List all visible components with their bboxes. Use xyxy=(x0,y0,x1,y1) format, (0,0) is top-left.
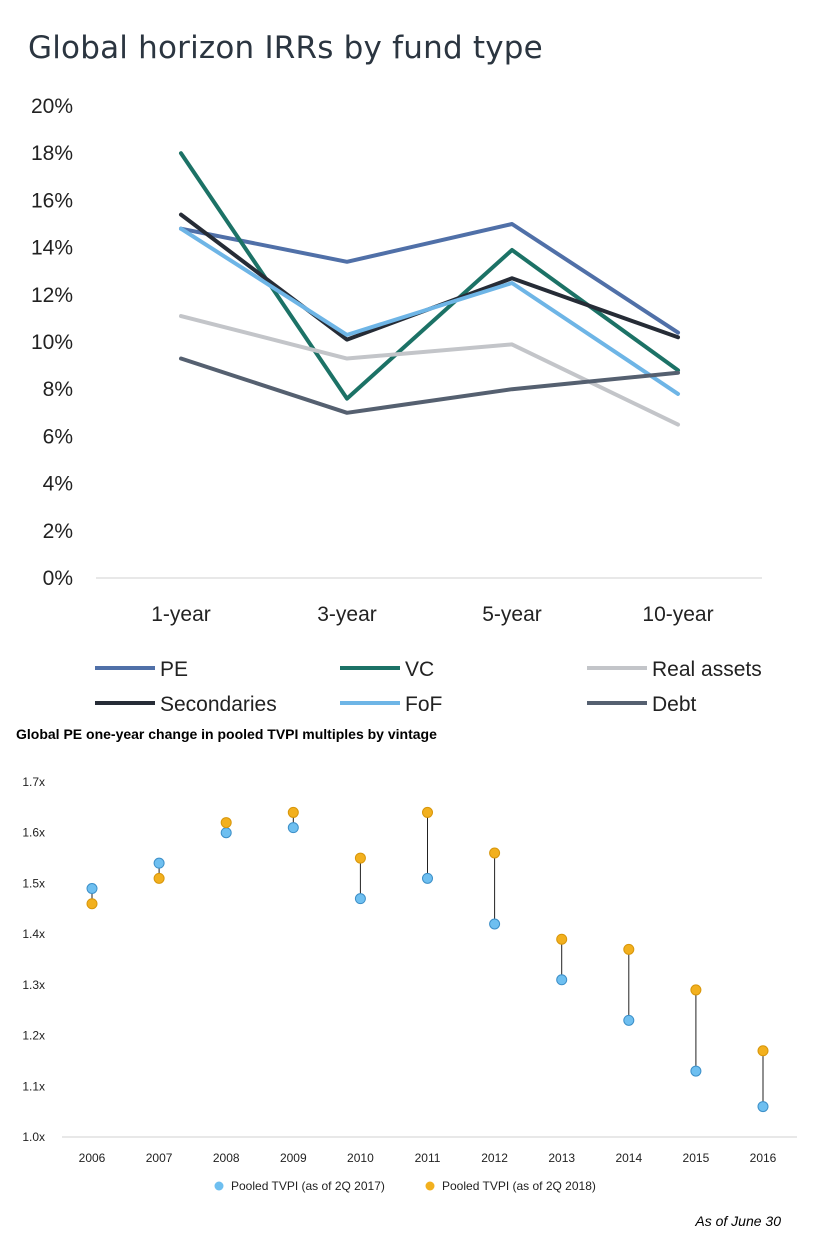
legend-label-real-assets: Real assets xyxy=(652,658,762,681)
y-tick-label: 2% xyxy=(43,520,73,543)
x-tick-label: 2011 xyxy=(415,1151,441,1165)
data-point-2q2018 xyxy=(153,872,165,884)
legend-label-2q2017: Pooled TVPI (as of 2Q 2017) xyxy=(231,1179,385,1193)
y-tick-label: 1.3x xyxy=(22,978,45,992)
chart-title-tvpi: Global PE one-year change in pooled TVPI… xyxy=(16,726,437,742)
legend-label-vc: VC xyxy=(405,658,434,681)
data-point-2q2017 xyxy=(690,1065,702,1077)
legend-label-fof: FoF xyxy=(405,693,442,716)
series-line-fof xyxy=(179,226,680,396)
tvpi-dot-chart: 1.0x 1.1x 1.2x 1.3x 1.4x 1.5x 1.6x 1.7x 2006 2007… xyxy=(22,775,797,1193)
y-tick-label: 6% xyxy=(43,425,73,448)
data-point-2q2018 xyxy=(354,852,366,864)
series-line-debt xyxy=(179,356,680,415)
data-point-2q2018 xyxy=(690,984,702,996)
y-tick-label: 1.5x xyxy=(22,876,45,890)
y-tick-label: 1.4x xyxy=(22,927,45,941)
legend-label-2q2018: Pooled TVPI (as of 2Q 2018) xyxy=(442,1179,596,1193)
y-tick-label: 0% xyxy=(43,567,73,590)
data-point-2q2017 xyxy=(86,883,98,894)
x-tick-label: 5-year xyxy=(482,603,542,626)
x-tick-label: 2015 xyxy=(683,1151,710,1165)
y-tick-label: 1.1x xyxy=(22,1079,45,1093)
chart-title-irr: Global horizon IRRs by fund type xyxy=(28,30,543,66)
x-tick-label: 2016 xyxy=(750,1151,777,1165)
y-tick-label: 10% xyxy=(31,331,73,354)
legend-marker-2q2018 xyxy=(425,1181,435,1191)
series-line-pe xyxy=(179,222,680,335)
series-line-real-assets xyxy=(179,314,680,427)
legend-marker-2q2017 xyxy=(214,1181,224,1191)
y-tick-label: 1.2x xyxy=(22,1029,45,1043)
data-point-2q2018 xyxy=(220,817,232,829)
data-point-2q2017 xyxy=(422,872,433,884)
y-tick-label: 1.6x xyxy=(22,826,45,840)
x-tick-label: 2014 xyxy=(615,1151,642,1165)
irr-line-chart: 0% 2% 4% 6% 8% 10% 12% 14% 16% 18% 20% 1-year 3-year… xyxy=(31,95,762,716)
x-tick-label: 2013 xyxy=(548,1151,575,1165)
data-point-2q2018 xyxy=(287,806,299,818)
data-point-2q2018 xyxy=(86,898,98,910)
y-tick-label: 1.0x xyxy=(22,1130,45,1144)
data-point-2q2018 xyxy=(422,806,433,818)
y-tick-label: 20% xyxy=(31,95,73,118)
y-tick-label: 12% xyxy=(31,284,73,307)
x-tick-label: 2008 xyxy=(213,1151,240,1165)
x-tick-label: 3-year xyxy=(317,603,377,626)
data-point-2q2017 xyxy=(220,827,232,839)
legend-label-pe: PE xyxy=(160,658,188,681)
x-tick-label: 2007 xyxy=(146,1151,173,1165)
y-tick-label: 18% xyxy=(31,142,73,165)
data-point-2q2017 xyxy=(287,822,299,834)
x-tick-label: 2009 xyxy=(280,1151,307,1165)
data-point-2q2017 xyxy=(556,974,568,986)
data-point-2q2017 xyxy=(757,1101,769,1113)
as-of-note: As of June 30 xyxy=(695,1213,781,1229)
legend-label-debt: Debt xyxy=(652,693,697,716)
data-point-2q2017 xyxy=(354,893,366,905)
data-point-2q2018 xyxy=(757,1045,769,1057)
x-tick-label: 2010 xyxy=(347,1151,374,1165)
data-point-2q2017 xyxy=(489,918,501,930)
y-tick-label: 4% xyxy=(43,473,73,496)
y-tick-label: 1.7x xyxy=(22,775,45,789)
data-point-2q2017 xyxy=(623,1014,635,1026)
y-tick-label: 16% xyxy=(31,189,73,212)
data-point-2q2018 xyxy=(556,933,568,945)
legend-label-secondaries: Secondaries xyxy=(160,693,277,716)
y-tick-label: 8% xyxy=(43,378,73,401)
data-point-2q2018 xyxy=(489,847,501,859)
x-tick-label: 2006 xyxy=(79,1151,106,1165)
data-point-2q2018 xyxy=(623,943,635,955)
x-tick-label: 2012 xyxy=(481,1151,508,1165)
y-tick-label: 14% xyxy=(31,237,73,260)
data-point-2q2017 xyxy=(153,857,165,869)
x-tick-label: 10-year xyxy=(642,603,713,626)
x-tick-label: 1-year xyxy=(151,603,211,626)
